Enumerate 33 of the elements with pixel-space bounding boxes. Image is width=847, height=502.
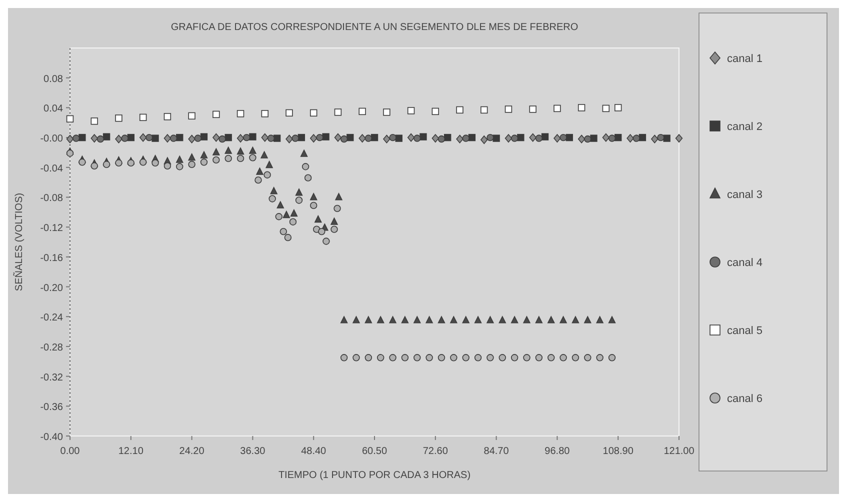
y-tick-label: -0.28 bbox=[40, 342, 64, 354]
x-tick-label: 24.20 bbox=[179, 446, 205, 457]
y-axis-title: SEÑALES (VOLTIOS) bbox=[13, 192, 25, 292]
y-tick-label: -0.32 bbox=[40, 372, 64, 384]
y-tick-label: 0.08 bbox=[44, 74, 64, 85]
legend-label: canal 6 bbox=[727, 393, 762, 405]
y-tick-label: -0.00 bbox=[40, 134, 64, 145]
y-tick-label: -0.40 bbox=[40, 432, 64, 443]
y-tick-label: -0.08 bbox=[40, 193, 64, 204]
x-tick-label: 96.80 bbox=[544, 446, 570, 457]
x-tick-label: 108.90 bbox=[602, 446, 634, 457]
x-tick-label: 121.00 bbox=[664, 446, 695, 457]
y-tick-label: -0.20 bbox=[40, 282, 64, 294]
y-tick-label: -0.36 bbox=[40, 402, 64, 414]
y-tick-label: -0.24 bbox=[40, 312, 64, 324]
y-tick-label: -0.16 bbox=[40, 252, 64, 264]
x-tick-label: 0.00 bbox=[60, 446, 80, 457]
y-tick-label: -0.12 bbox=[40, 223, 64, 234]
x-tick-label: 36.30 bbox=[240, 446, 266, 457]
x-tick-label: 12.10 bbox=[118, 446, 144, 457]
x-tick-label: 60.50 bbox=[362, 446, 388, 457]
y-tick-label: 0.04 bbox=[44, 104, 64, 115]
legend-label: canal 2 bbox=[727, 121, 762, 133]
legend-label: canal 4 bbox=[727, 257, 762, 269]
x-tick-label: 72.60 bbox=[422, 446, 448, 457]
x-axis-title: TIEMPO (1 PUNTO POR CADA 3 HORAS) bbox=[278, 470, 471, 481]
legend-label: canal 3 bbox=[727, 189, 762, 201]
legend-label: canal 5 bbox=[727, 325, 762, 337]
legend-label: canal 1 bbox=[727, 53, 762, 65]
chart-title: GRAFICA DE DATOS CORRESPONDIENTE A UN SEGEMENTO DLE MES DE FEBRERO bbox=[170, 22, 578, 33]
x-tick-label: 48.40 bbox=[301, 446, 327, 457]
x-tick-label: 84.70 bbox=[484, 446, 510, 457]
y-tick-label: -0.04 bbox=[40, 163, 64, 174]
